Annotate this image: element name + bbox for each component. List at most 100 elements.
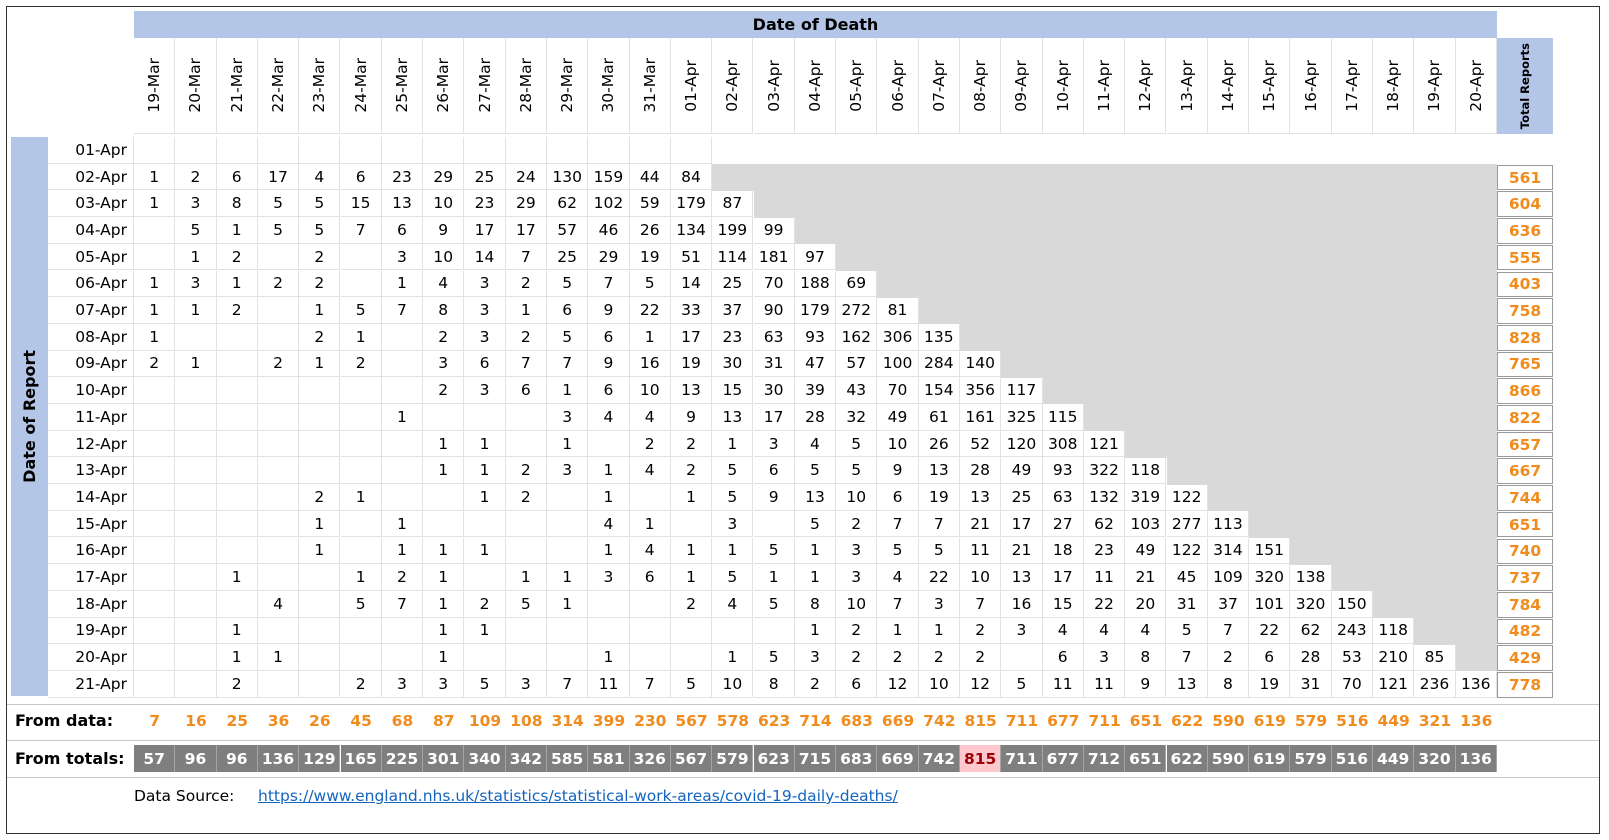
death-date-header[interactable]: 23-Mar — [299, 38, 341, 134]
data-cell[interactable]: 2 — [505, 270, 547, 298]
data-cell[interactable]: 314 — [1207, 537, 1250, 565]
death-date-header[interactable]: 18-Apr — [1373, 38, 1415, 134]
data-cell[interactable]: 1 — [381, 537, 424, 565]
data-cell[interactable]: 4 — [1083, 617, 1126, 645]
from-totals-cell[interactable]: 590 — [1207, 745, 1250, 772]
data-cell[interactable]: 113 — [1207, 510, 1250, 538]
report-date-label[interactable]: 21-Apr — [48, 671, 134, 698]
data-cell[interactable]: 2 — [960, 644, 1002, 671]
data-cell[interactable] — [175, 644, 217, 671]
data-cell[interactable]: 19 — [1249, 671, 1291, 698]
data-cell[interactable] — [175, 404, 217, 431]
data-cell[interactable]: 6 — [216, 163, 258, 191]
data-cell[interactable]: 188 — [794, 270, 837, 298]
from-totals-cell[interactable]: 579 — [712, 745, 754, 772]
data-cell[interactable]: 5 — [753, 537, 795, 565]
data-cell[interactable]: 7 — [340, 217, 382, 244]
data-cell[interactable]: 17 — [505, 217, 547, 244]
death-date-header[interactable]: 10-Apr — [1042, 38, 1084, 134]
data-cell[interactable]: 9 — [753, 484, 795, 511]
data-cell[interactable]: 138 — [1290, 564, 1332, 591]
data-cell[interactable]: 2 — [175, 163, 217, 191]
from-data-cell[interactable]: 677 — [1047, 711, 1080, 730]
data-cell[interactable]: 1 — [216, 617, 258, 645]
data-cell[interactable]: 3 — [464, 323, 506, 351]
data-cell[interactable]: 1 — [257, 644, 300, 671]
from-data-cell[interactable]: 108 — [510, 711, 543, 730]
from-totals-cell[interactable]: 711 — [1001, 745, 1043, 772]
data-cell[interactable]: 6 — [340, 163, 382, 191]
data-cell[interactable]: 243 — [1331, 617, 1373, 645]
data-cell[interactable] — [216, 404, 258, 431]
data-cell[interactable]: 10 — [423, 243, 465, 271]
death-date-header[interactable]: 28-Mar — [505, 38, 547, 134]
data-cell[interactable]: 25 — [547, 243, 589, 271]
data-cell[interactable]: 2 — [299, 484, 341, 511]
data-cell[interactable]: 63 — [753, 323, 795, 351]
data-cell[interactable] — [134, 671, 176, 698]
death-date-header[interactable]: 26-Mar — [423, 38, 465, 134]
data-cell[interactable]: 11 — [1083, 671, 1126, 698]
from-data-cell[interactable]: 669 — [881, 711, 915, 730]
data-cell[interactable]: 22 — [1249, 617, 1291, 645]
data-cell[interactable] — [134, 137, 176, 164]
data-cell[interactable]: 4 — [1125, 617, 1167, 645]
data-cell[interactable]: 7 — [588, 270, 630, 298]
data-cell[interactable]: 121 — [1083, 430, 1126, 458]
data-cell[interactable]: 1 — [134, 270, 176, 298]
data-cell[interactable]: 2 — [877, 644, 919, 671]
data-cell[interactable]: 1 — [464, 537, 506, 565]
death-date-header[interactable]: 30-Mar — [588, 38, 630, 134]
data-cell[interactable]: 1 — [588, 644, 630, 671]
data-cell[interactable]: 21 — [1001, 537, 1043, 565]
data-cell[interactable] — [175, 323, 217, 351]
data-cell[interactable]: 93 — [794, 323, 837, 351]
data-cell[interactable] — [257, 137, 300, 164]
data-cell[interactable]: 115 — [1042, 404, 1084, 431]
data-cell[interactable] — [134, 457, 176, 485]
data-cell[interactable]: 2 — [505, 323, 547, 351]
from-data-cell[interactable]: 87 — [432, 711, 455, 730]
data-cell[interactable] — [712, 617, 754, 645]
data-cell[interactable]: 5 — [670, 671, 713, 698]
data-cell[interactable]: 7 — [381, 297, 424, 324]
data-cell[interactable]: 23 — [1083, 537, 1126, 565]
from-totals-cell[interactable]: 340 — [464, 745, 506, 772]
from-data-cell[interactable]: 711 — [1005, 711, 1039, 730]
data-cell[interactable]: 1 — [423, 457, 465, 485]
report-date-label[interactable]: 01-Apr — [48, 137, 134, 164]
from-data-cell[interactable]: 321 — [1418, 711, 1452, 730]
data-cell[interactable]: 1 — [423, 430, 465, 458]
data-cell[interactable]: 4 — [299, 163, 341, 191]
from-totals-cell[interactable]: 136 — [1455, 745, 1497, 772]
data-cell[interactable]: 16 — [1001, 590, 1043, 618]
data-cell[interactable]: 23 — [464, 190, 506, 218]
data-cell[interactable]: 2 — [794, 671, 837, 698]
data-cell[interactable]: 3 — [918, 590, 960, 618]
data-cell[interactable] — [257, 297, 300, 324]
total-reports-cell[interactable]: 561 — [1497, 164, 1553, 191]
data-cell[interactable]: 1 — [670, 564, 713, 591]
data-cell[interactable] — [381, 617, 424, 645]
from-totals-cell[interactable]: 129 — [299, 745, 341, 772]
data-cell[interactable]: 59 — [629, 190, 671, 218]
data-cell[interactable] — [175, 377, 217, 404]
report-date-label[interactable]: 17-Apr — [48, 564, 134, 591]
data-cell[interactable]: 57 — [547, 217, 589, 244]
from-data-cell[interactable]: 619 — [1253, 711, 1286, 730]
report-date-label[interactable]: 03-Apr — [48, 190, 134, 218]
data-cell[interactable]: 21 — [960, 510, 1002, 538]
data-cell[interactable]: 85 — [1414, 644, 1456, 671]
from-totals-cell[interactable]: 619 — [1249, 745, 1291, 772]
from-data-cell[interactable]: 68 — [391, 711, 414, 730]
data-cell[interactable]: 84 — [670, 163, 713, 191]
data-cell[interactable]: 320 — [1290, 590, 1332, 618]
data-cell[interactable]: 320 — [1249, 564, 1291, 591]
data-cell[interactable]: 5 — [836, 430, 878, 458]
data-cell[interactable]: 29 — [505, 190, 547, 218]
data-cell[interactable]: 5 — [629, 270, 671, 298]
data-cell[interactable]: 2 — [216, 671, 258, 698]
data-cell[interactable]: 13 — [794, 484, 837, 511]
data-cell[interactable]: 13 — [712, 404, 754, 431]
data-cell[interactable] — [381, 137, 424, 164]
